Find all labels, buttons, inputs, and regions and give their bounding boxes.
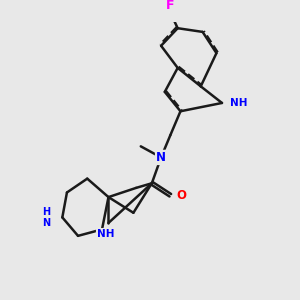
Text: NH: NH <box>97 229 115 239</box>
Text: N: N <box>156 151 166 164</box>
Text: F: F <box>166 0 175 12</box>
Text: NH: NH <box>230 98 247 108</box>
Text: O: O <box>176 189 186 202</box>
Text: H
N: H N <box>42 207 50 228</box>
